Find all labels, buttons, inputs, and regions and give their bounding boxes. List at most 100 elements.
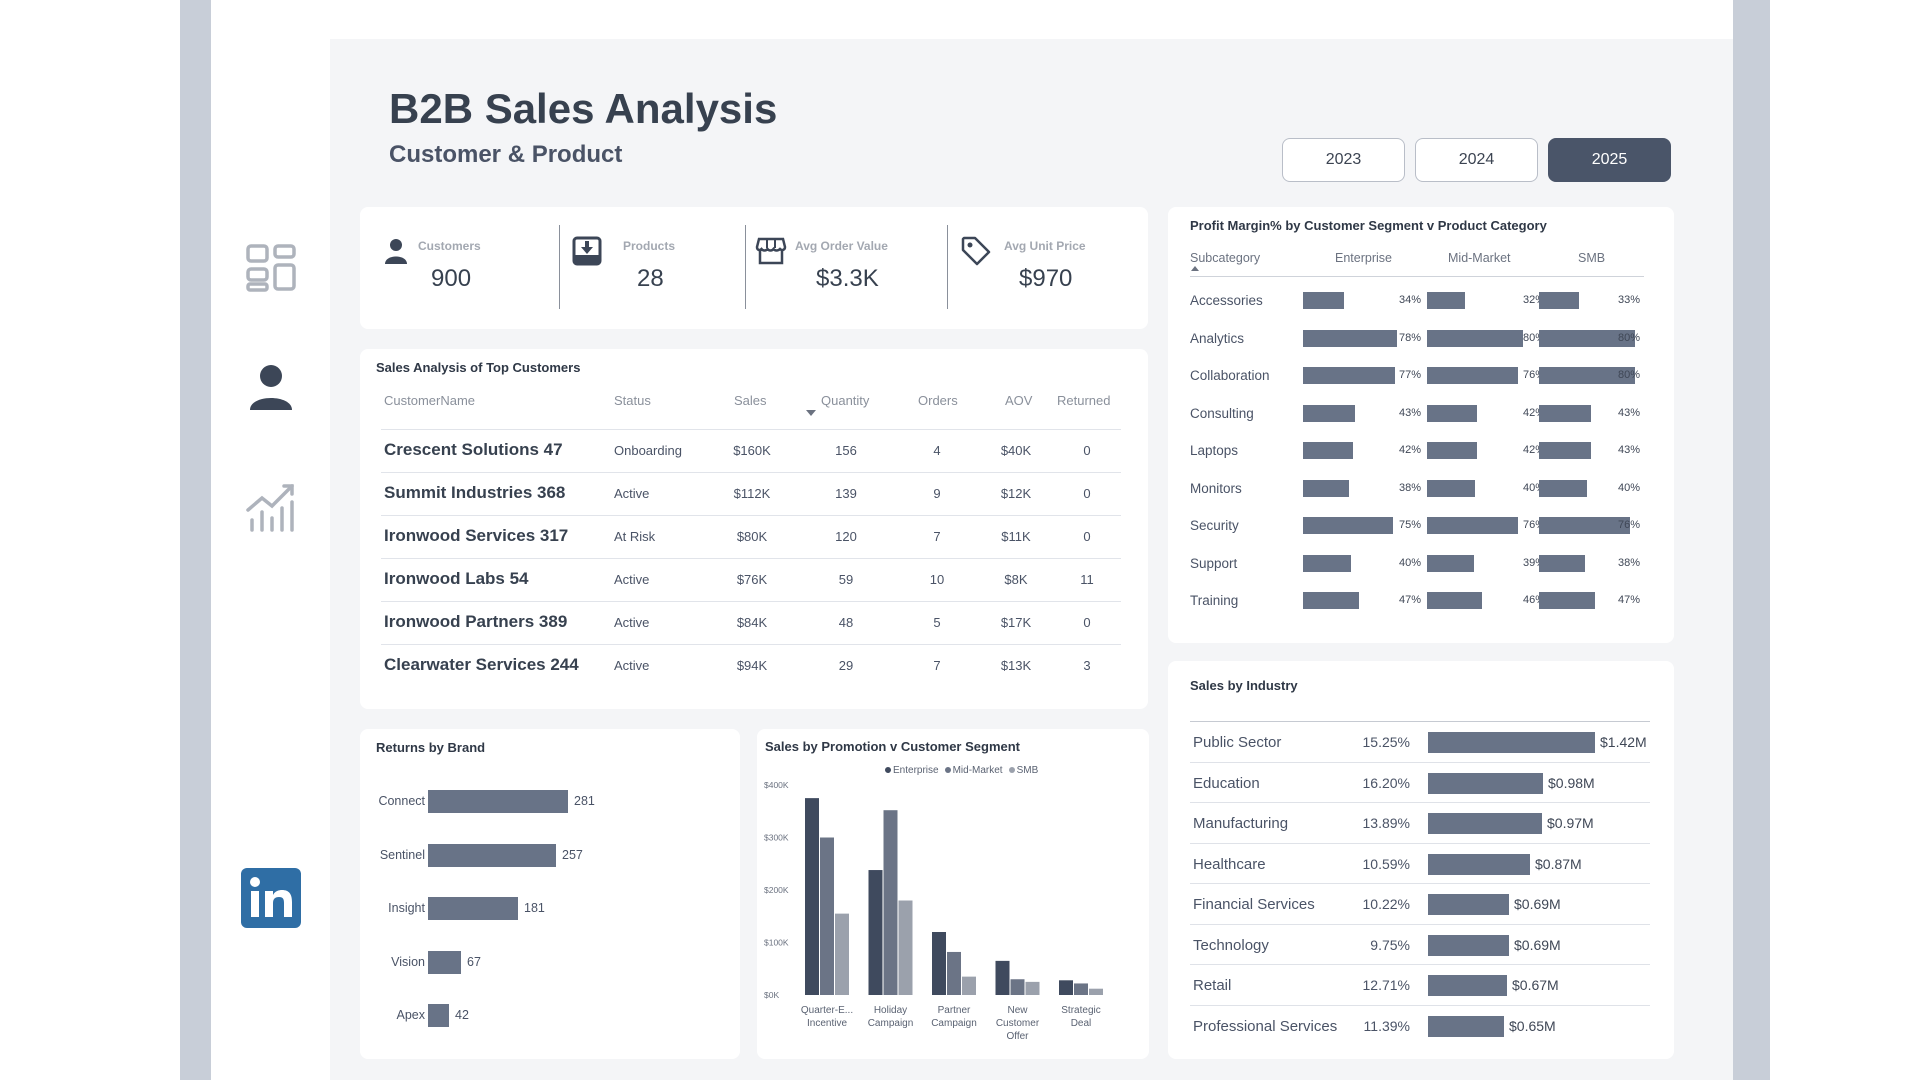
year-button-2024[interactable]: 2024	[1415, 138, 1538, 182]
matrix-bar	[1427, 554, 1474, 572]
table-row[interactable]: Ironwood Labs 54 Active $76K 59 10 $8K 11	[381, 558, 1121, 601]
table-row[interactable]: Ironwood Services 317 At Risk $80K 120 7 $11K…	[381, 515, 1121, 558]
matrix-row-label[interactable]: Monitors	[1190, 480, 1242, 496]
column-header-returned[interactable]: Returned	[1057, 393, 1111, 408]
table-row[interactable]: Retail 12.71% $0.67M	[1190, 964, 1650, 1004]
promo-bar	[898, 900, 913, 995]
matrix-row-label[interactable]: Training	[1190, 593, 1239, 608]
matrix-row-label[interactable]: Analytics	[1190, 330, 1245, 346]
matrix-row-label[interactable]: Consulting	[1190, 405, 1254, 421]
promo-bar	[1025, 981, 1040, 995]
sort-asc-icon[interactable]	[1191, 266, 1199, 271]
y-tick-label: $100K	[764, 938, 789, 948]
column-header-sales[interactable]: Sales	[734, 393, 767, 408]
industry-pct: 9.75%	[1370, 936, 1410, 953]
page-title: B2B Sales Analysis	[389, 85, 778, 132]
cell-status: Onboarding	[614, 443, 682, 458]
brand-label: Insight	[388, 901, 425, 915]
y-tick-label: $300K	[764, 833, 789, 843]
table-row[interactable]: Financial Services 10.22% $0.69M	[1190, 883, 1650, 923]
column-header-status[interactable]: Status	[614, 393, 651, 408]
dashboard-grid-icon[interactable]	[244, 242, 298, 296]
year-button-2023[interactable]: 2023	[1282, 138, 1405, 182]
kpi-divider	[745, 225, 746, 309]
cell-quantity: 48	[838, 615, 854, 630]
kpi-avg-unit-price: Avg Unit Price $970	[960, 225, 1140, 325]
industry-name: Financial Services	[1193, 896, 1315, 913]
right-frame-strip	[1733, 0, 1770, 1080]
industry-bar	[1428, 894, 1509, 915]
table-row[interactable]: Manufacturing 13.89% $0.97M	[1190, 802, 1650, 842]
matrix-bar	[1427, 367, 1518, 384]
matrix-bar	[1427, 404, 1477, 422]
matrix-row-label[interactable]: Support	[1190, 555, 1238, 571]
legend-item-smb[interactable]: SMB	[1008, 765, 1038, 776]
matrix-row-label[interactable]: Accessories	[1190, 293, 1263, 308]
person-icon[interactable]	[244, 360, 298, 414]
column-header-subcategory[interactable]: Subcategory	[1190, 251, 1261, 265]
industry-bar	[1428, 934, 1509, 956]
matrix-bar	[1427, 442, 1477, 459]
column-header-aov[interactable]: AOV	[1005, 393, 1033, 408]
download-box-icon	[572, 236, 602, 266]
matrix-value: 80%	[1617, 369, 1640, 381]
brand-bar[interactable]	[428, 950, 461, 974]
matrix-bar	[1303, 292, 1344, 309]
matrix-row-label[interactable]: Collaboration	[1190, 368, 1270, 383]
table-row[interactable]: Crescent Solutions 47 Onboarding $160K 156 4…	[381, 429, 1121, 472]
table-row[interactable]: Summit Industries 368 Active $112K 139 9 $12K…	[381, 472, 1121, 515]
table-row[interactable]: Professional Services 11.39% $0.65M	[1190, 1004, 1650, 1045]
legend-item-enterprise[interactable]: Enterprise	[885, 765, 939, 776]
cell-status: Active	[614, 486, 650, 501]
matrix-value: 75%	[1398, 519, 1421, 531]
table-row[interactable]: Clearwater Services 244 Active $94K 29 7 $13K…	[381, 644, 1121, 687]
industry-bar	[1428, 1015, 1504, 1037]
cell-orders: 4	[933, 443, 941, 458]
brand-bar[interactable]	[428, 1004, 449, 1027]
brand-bar[interactable]	[428, 843, 556, 867]
matrix-bar	[1539, 517, 1630, 534]
cell-sales: $160K	[733, 443, 771, 458]
year-button-2025[interactable]: 2025	[1548, 138, 1671, 182]
brand-value: 42	[455, 1008, 469, 1022]
kpi-value: 28	[637, 265, 664, 292]
kpi-label: Avg Unit Price	[1004, 239, 1086, 253]
trend-chart-icon[interactable]	[244, 480, 298, 534]
industry-sales: $0.67M	[1512, 977, 1559, 993]
promo-bar	[868, 870, 883, 995]
linkedin-icon[interactable]	[241, 868, 301, 928]
table-row[interactable]: Technology 9.75% $0.69M	[1190, 923, 1650, 964]
matrix-bar	[1303, 404, 1355, 422]
matrix-bar	[1427, 292, 1465, 309]
cell-status: Active	[614, 615, 650, 630]
table-row[interactable]: Healthcare 10.59% $0.87M	[1190, 842, 1650, 883]
sales-by-promotion-chart: $0K $100K $200K $300K $400K Quarter-E... Incen…	[764, 780, 1103, 1042]
x-tick-label: Campaign	[931, 1018, 977, 1029]
column-header-orders[interactable]: Orders	[918, 393, 958, 408]
legend-item-mid-market[interactable]: Mid-Market	[944, 765, 1003, 776]
brand-label: Connect	[378, 794, 425, 808]
cell-quantity: 120	[835, 529, 857, 544]
matrix-bar	[1303, 442, 1353, 459]
cell-aov: $13K	[1000, 658, 1032, 673]
matrix-row-label[interactable]: Security	[1190, 518, 1239, 533]
kpi-label: Products	[623, 239, 676, 253]
matrix-row-label[interactable]: Laptops	[1190, 443, 1239, 458]
matrix-bar	[1539, 479, 1587, 497]
x-tick-label: Partner	[938, 1005, 971, 1016]
table-row[interactable]: Education 16.20% $0.98M	[1190, 761, 1650, 802]
column-header-customername[interactable]: CustomerName	[384, 393, 476, 408]
brand-bar[interactable]	[428, 790, 568, 813]
promo-bar	[835, 913, 849, 995]
cell-orders: 10	[929, 572, 945, 587]
table-row[interactable]: Public Sector 15.25% $1.42M	[1190, 721, 1650, 761]
industry-bar	[1428, 975, 1507, 996]
table-row[interactable]: Ironwood Partners 389 Active $84K 48 5 $17K 0	[381, 601, 1121, 644]
industry-bar	[1428, 853, 1530, 875]
sort-desc-icon[interactable]	[806, 410, 816, 416]
column-header-quantity[interactable]: Quantity	[821, 393, 870, 408]
industry-bar	[1428, 772, 1543, 794]
x-tick-label: Campaign	[868, 1018, 914, 1029]
matrix-bar	[1427, 517, 1518, 534]
brand-bar[interactable]	[428, 897, 518, 920]
